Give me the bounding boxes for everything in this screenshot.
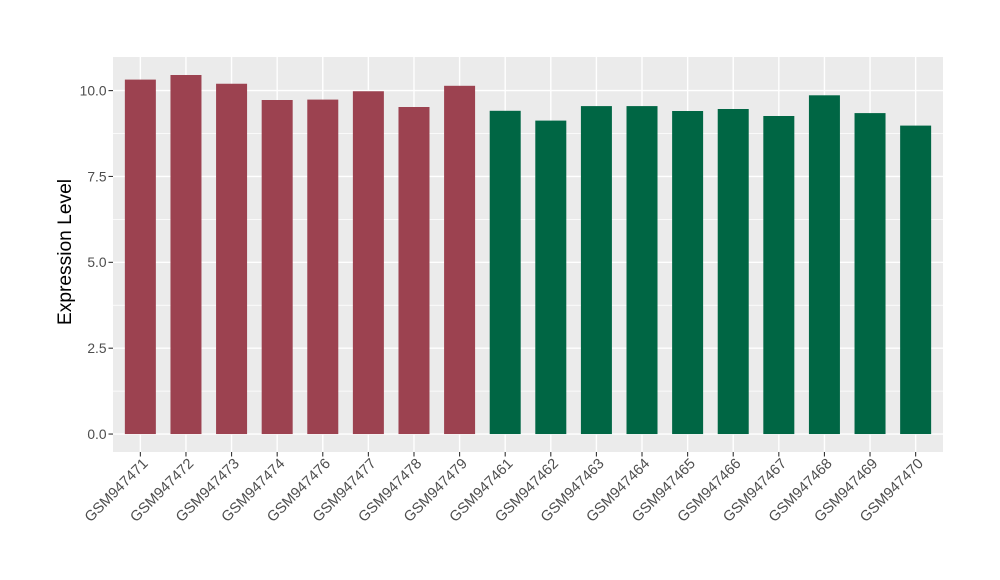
- svg-text:0.0: 0.0: [87, 427, 107, 442]
- svg-text:10.0: 10.0: [80, 84, 107, 99]
- svg-text:2.5: 2.5: [87, 341, 107, 356]
- svg-text:5.0: 5.0: [87, 255, 107, 270]
- svg-text:Expression Level: Expression Level: [55, 179, 76, 325]
- svg-text:7.5: 7.5: [87, 169, 107, 184]
